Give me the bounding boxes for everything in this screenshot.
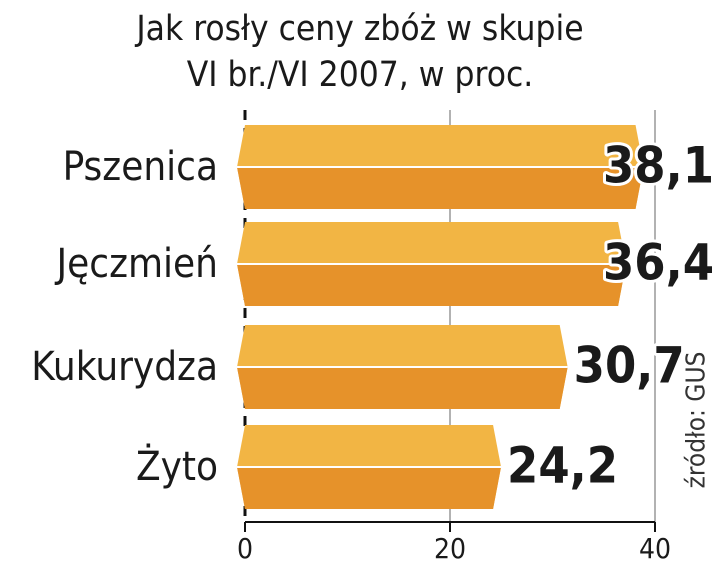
bar-shade bbox=[237, 167, 644, 209]
x-tick-label: 0 bbox=[237, 532, 253, 565]
bar-shade bbox=[237, 367, 568, 409]
chart-title: Jak rosły ceny zbóż w skupie bbox=[134, 9, 583, 49]
y-tick-label: Jęczmień bbox=[55, 241, 218, 287]
source: źródło: GUS bbox=[682, 352, 712, 489]
value-label: 36,4 bbox=[603, 234, 714, 292]
y-tick-label: Kukurydza bbox=[31, 344, 218, 390]
y-tick-label: Żyto bbox=[136, 442, 218, 490]
x-tick-label: 20 bbox=[434, 532, 466, 565]
value-label: 38,1 bbox=[603, 137, 714, 195]
x-tick-label: 40 bbox=[639, 532, 671, 565]
chart-subtitle: VI br./VI 2007, w proc. bbox=[187, 55, 534, 95]
value-label: 24,2 bbox=[507, 437, 618, 495]
y-tick-label: Pszenica bbox=[63, 144, 218, 190]
bar-shade bbox=[237, 264, 627, 306]
bar-shade bbox=[237, 467, 502, 509]
value-label: 30,7 bbox=[574, 337, 685, 395]
